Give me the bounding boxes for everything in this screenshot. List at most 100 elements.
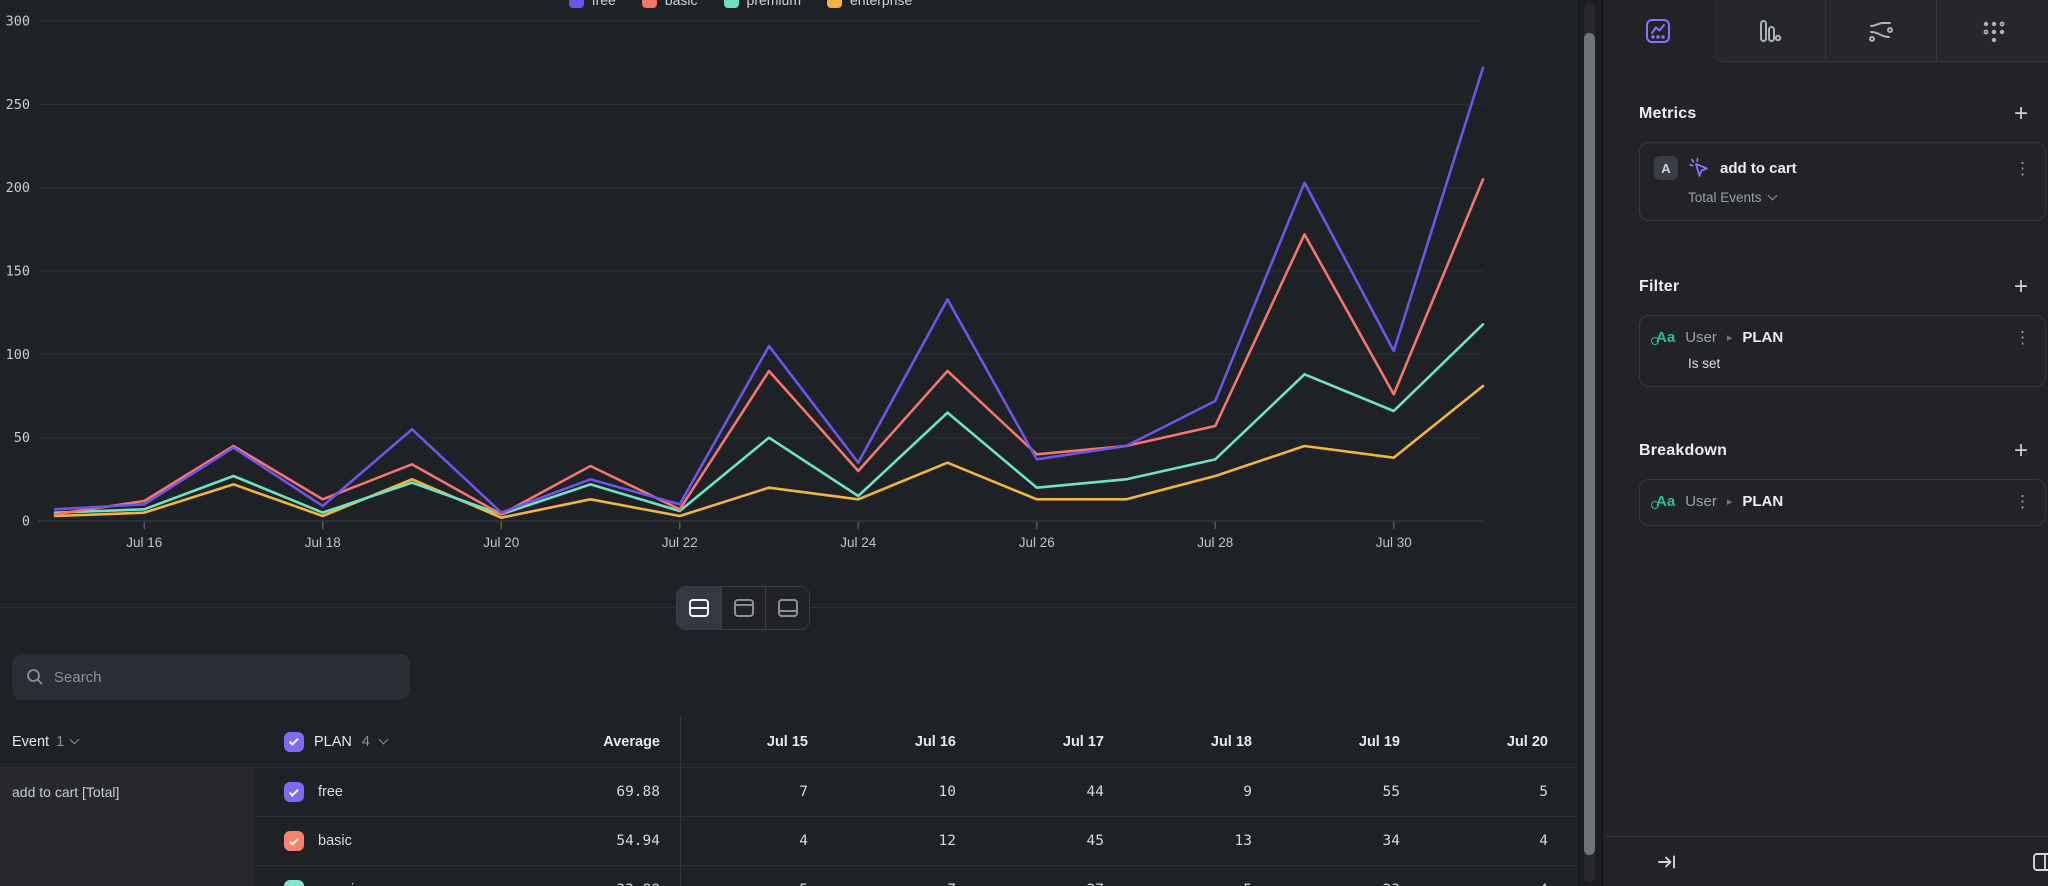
series-checkbox[interactable] bbox=[284, 831, 304, 852]
scrollbar-thumb[interactable] bbox=[1584, 33, 1595, 855]
tab-line-chart[interactable] bbox=[1603, 0, 1714, 62]
breadcrumb-arrow-icon: ▸ bbox=[1726, 332, 1733, 344]
breakdown-scope: User bbox=[1685, 493, 1717, 510]
series-value: 44 bbox=[1086, 784, 1104, 800]
sidebar-content: Metrics + A add to cart ⋮ Total Events bbox=[1603, 100, 2048, 526]
plan-column-dropdown[interactable]: PLAN 4 bbox=[254, 731, 480, 752]
date-column-header: Jul 15 bbox=[766, 733, 808, 750]
series-checkbox[interactable] bbox=[284, 782, 304, 803]
search-bar bbox=[12, 654, 410, 700]
breakdown-heading: Breakdown bbox=[1639, 442, 1728, 459]
filter-condition-label: Is set bbox=[1688, 356, 1721, 371]
measure-dropdown[interactable]: Total Events bbox=[1688, 190, 2031, 205]
panel-top-icon bbox=[733, 599, 754, 617]
text-property-icon: Aa bbox=[1650, 329, 1676, 346]
filter-kebab-menu[interactable]: ⋮ bbox=[2014, 328, 2031, 347]
event-name-cell: add to cart [Total] bbox=[0, 768, 254, 886]
series-line-enterprise bbox=[53, 384, 1485, 519]
series-average: 69.88 bbox=[616, 784, 660, 800]
breadcrumb-arrow-icon: ▸ bbox=[1726, 496, 1733, 508]
table-header-row: Event 1 PLAN 4 Average Jul 15 Jul 16 Jul 1… bbox=[0, 716, 1576, 768]
layout-toggle-group bbox=[676, 586, 810, 630]
table-row: premium33.8857275234 bbox=[0, 866, 1576, 886]
line-chart-icon bbox=[1646, 19, 1671, 43]
select-all-checkbox[interactable] bbox=[284, 731, 304, 752]
svg-text:0: 0 bbox=[22, 514, 30, 530]
series-checkbox[interactable] bbox=[284, 880, 304, 886]
breakdown-card[interactable]: Aa User ▸ PLAN ⋮ bbox=[1639, 479, 2046, 526]
layout-split-rows-button[interactable] bbox=[677, 587, 721, 629]
main-panel: free basic premium enterprise 0 50 100 150 200 2… bbox=[0, 0, 1576, 886]
svg-text:Jul 22: Jul 22 bbox=[662, 535, 698, 550]
vertical-scrollbar bbox=[1576, 0, 1602, 886]
filter-section-header: Filter + bbox=[1639, 273, 2030, 300]
legend-swatch bbox=[723, 0, 739, 8]
svg-text:150: 150 bbox=[6, 264, 30, 280]
average-column-header: Average bbox=[603, 733, 660, 750]
series-value: 10 bbox=[938, 784, 956, 800]
dots-grid-icon bbox=[1983, 21, 2005, 42]
series-value: 7 bbox=[828, 882, 976, 886]
series-value: 5 bbox=[1124, 882, 1272, 886]
series-value: 12 bbox=[938, 833, 956, 849]
legend-item[interactable]: enterprise bbox=[827, 0, 912, 8]
tab-flow[interactable] bbox=[1824, 0, 1937, 62]
date-column-header: Jul 17 bbox=[1062, 733, 1104, 750]
series-average: 33.88 bbox=[480, 882, 680, 886]
flow-icon bbox=[1868, 21, 1893, 42]
metric-card[interactable]: A add to cart ⋮ Total Events bbox=[1639, 142, 2046, 221]
add-breakdown-button[interactable]: + bbox=[2013, 437, 2028, 464]
split-rows-icon bbox=[689, 599, 709, 617]
text-property-icon: Aa bbox=[1650, 493, 1676, 510]
add-filter-button[interactable]: + bbox=[2013, 273, 2028, 300]
svg-text:Jul 26: Jul 26 bbox=[1019, 535, 1055, 550]
table-column-divider bbox=[680, 716, 681, 886]
filter-card[interactable]: Aa User ▸ PLAN ⋮ Is set bbox=[1639, 315, 2046, 387]
series-value: 45 bbox=[1086, 833, 1104, 849]
event-click-icon bbox=[1689, 157, 1708, 177]
breakdown-kebab-menu[interactable]: ⋮ bbox=[2014, 492, 2031, 511]
legend-label: enterprise bbox=[850, 0, 913, 8]
plan-header-label: PLAN bbox=[314, 733, 352, 750]
event-header-label: Event bbox=[12, 733, 50, 750]
filter-condition[interactable]: Is set bbox=[1688, 356, 2031, 371]
series-average: 54.94 bbox=[616, 833, 660, 849]
metrics-heading: Metrics bbox=[1639, 105, 1697, 122]
svg-text:250: 250 bbox=[6, 97, 30, 113]
event-count: 1 bbox=[56, 733, 65, 750]
svg-text:100: 100 bbox=[6, 347, 30, 363]
metric-kebab-menu[interactable]: ⋮ bbox=[2014, 158, 2031, 178]
series-value: 4 bbox=[1539, 833, 1548, 849]
config-sidebar: Metrics + A add to cart ⋮ Total Events bbox=[1602, 0, 2048, 886]
series-value: 55 bbox=[1382, 784, 1400, 800]
search-input[interactable] bbox=[54, 668, 396, 686]
legend-item[interactable]: basic bbox=[641, 0, 698, 8]
breakdown-section-header: Breakdown + bbox=[1639, 437, 2030, 464]
series-name: premium bbox=[300, 882, 480, 886]
tab-more-options[interactable] bbox=[1936, 0, 2048, 62]
add-metric-button[interactable]: + bbox=[2013, 100, 2028, 127]
series-value: 13 bbox=[1234, 833, 1252, 849]
columns-layout-icon[interactable] bbox=[2032, 851, 2048, 873]
layout-panel-top-button[interactable] bbox=[721, 587, 765, 629]
table-row: free 69.88 7 10 44 9 55 5 bbox=[0, 768, 1576, 817]
legend-item[interactable]: free bbox=[568, 0, 616, 8]
collapse-panel-icon[interactable] bbox=[1657, 852, 1677, 872]
legend-label: basic bbox=[664, 0, 698, 8]
filter-heading: Filter bbox=[1639, 278, 1680, 295]
layout-panel-bottom-button[interactable] bbox=[765, 587, 809, 629]
event-column-dropdown[interactable]: Event 1 bbox=[0, 734, 254, 750]
series-name: free bbox=[318, 784, 343, 800]
series-value: 34 bbox=[1382, 833, 1400, 849]
tab-bar-chart[interactable] bbox=[1713, 0, 1825, 62]
svg-text:Jul 20: Jul 20 bbox=[483, 535, 519, 550]
series-line-basic bbox=[53, 178, 1485, 516]
chevron-down-icon bbox=[69, 734, 80, 745]
legend-item[interactable]: premium bbox=[723, 0, 801, 8]
table-rows: free69.88710449555basic54.944124513344pr… bbox=[0, 768, 1576, 886]
date-column-header: Jul 20 bbox=[1506, 733, 1548, 750]
legend-swatch bbox=[568, 0, 584, 8]
legend-label: premium bbox=[746, 0, 801, 8]
series-line-premium bbox=[53, 323, 1485, 516]
